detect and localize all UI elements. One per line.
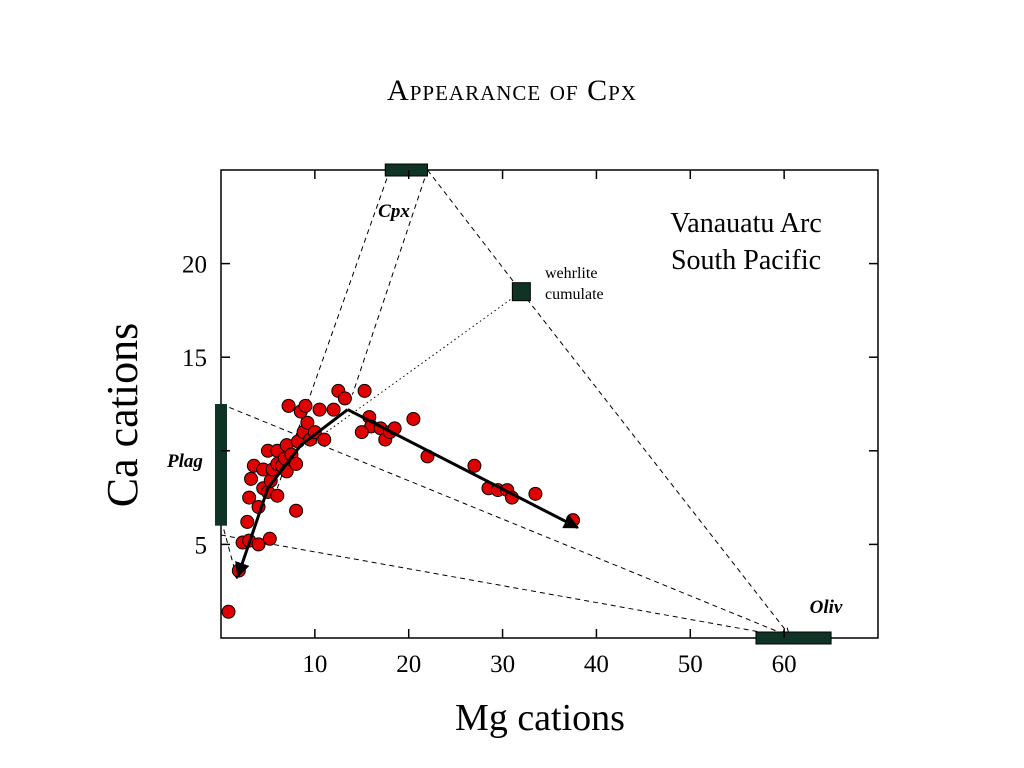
x-axis-label: Mg cations: [455, 697, 625, 739]
tie-line: [220, 534, 794, 639]
endmember-bar: [215, 404, 227, 526]
data-point: [221, 604, 236, 619]
slide-title: Appearance of Cpx: [387, 74, 637, 107]
data-point: [244, 471, 259, 486]
data-point: [406, 411, 421, 426]
data-point: [262, 531, 277, 546]
data-point: [357, 383, 372, 398]
data-point: [289, 503, 304, 518]
x-tick-label: 20: [396, 651, 421, 678]
x-tick-label: 30: [490, 651, 515, 678]
data-point: [317, 432, 332, 447]
oliv-label: Oliv: [810, 597, 843, 618]
region-label-line2: South Pacific: [671, 245, 821, 276]
endmember-bar: [384, 163, 428, 177]
tie-line: [427, 169, 522, 293]
y-tick-label: 5: [195, 532, 208, 559]
tie-line: [520, 291, 789, 635]
data-point: [528, 486, 543, 501]
data-point: [240, 514, 255, 529]
plag-label: Plag: [166, 451, 203, 472]
region-label-line1: Vanauatu Arc: [670, 208, 822, 239]
trend-arrow: [347, 408, 580, 529]
endmembers: [215, 163, 832, 645]
y-tick-label: 20: [182, 252, 207, 279]
x-tick-label: 60: [772, 651, 797, 678]
tie-line: [220, 403, 794, 639]
x-tick-label: 40: [584, 651, 609, 678]
cpx-label: Cpx: [378, 201, 410, 222]
y-axis-label: Ca cations: [98, 323, 147, 508]
data-point: [467, 458, 482, 473]
y-tick-label: 15: [182, 345, 207, 372]
data-point: [312, 402, 327, 417]
data-point: [270, 488, 285, 503]
endmember-bar: [755, 631, 832, 645]
trend-arrow: [235, 408, 349, 578]
data-point: [326, 402, 341, 417]
wehrlite-label: wehrlite: [545, 265, 597, 282]
data-point: [242, 490, 257, 505]
cumulate-label: cumulate: [545, 286, 604, 303]
data-point: [300, 415, 315, 430]
x-tick-label: 50: [678, 651, 703, 678]
tie-line: [351, 169, 428, 395]
data-point: [281, 398, 296, 413]
wehrlite-square: [511, 282, 531, 302]
axis-ticks: 10 20 30 40 50 60 5 15 20: [182, 170, 878, 678]
data-point: [298, 398, 313, 413]
x-tick-label: 10: [302, 651, 327, 678]
tie-line: [305, 291, 522, 448]
trend-arrows: [235, 408, 580, 578]
data-point: [251, 537, 266, 552]
data-point: [289, 456, 304, 471]
data-point: [354, 425, 369, 440]
data-point: [337, 391, 352, 406]
